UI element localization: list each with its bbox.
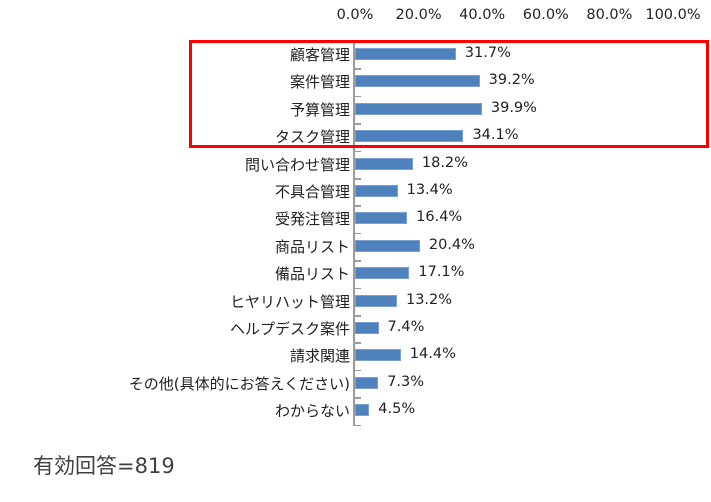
value-label: 16.4% xyxy=(416,209,463,226)
value-label: 20.4% xyxy=(428,236,475,253)
axis-tick-mark xyxy=(355,315,361,317)
bar xyxy=(355,376,379,389)
axis-tick-mark xyxy=(355,205,361,207)
value-label: 13.2% xyxy=(405,291,453,308)
value-label: 17.1% xyxy=(418,264,465,281)
bar-row: 不具合管理 13.4% xyxy=(0,179,711,206)
axis-tick-mark xyxy=(355,150,361,153)
bar xyxy=(355,349,401,362)
axis-tick-mark xyxy=(355,424,361,427)
bar xyxy=(355,48,456,60)
axis-tick-mark xyxy=(355,123,361,125)
bar-row: その他(具体的にお答えください) 7.3% xyxy=(0,371,711,398)
bar xyxy=(355,239,420,252)
category-label: わからない xyxy=(274,402,350,421)
bar xyxy=(355,404,370,417)
category-label: 商品リスト xyxy=(274,237,350,256)
value-label: 7.3% xyxy=(387,373,425,390)
bar-row: ヘルプデスク案件 7.4% xyxy=(0,316,711,343)
category-label: ヘルプデスク案件 xyxy=(229,320,350,338)
bar xyxy=(355,102,482,115)
bar xyxy=(355,267,410,280)
y-axis-line xyxy=(353,40,355,426)
bar xyxy=(355,294,397,307)
axis-tick-mark xyxy=(355,232,361,235)
bar-row: 顧客管理 31.7% xyxy=(0,42,711,69)
bar xyxy=(355,212,408,225)
category-label: ヒヤリハット管理 xyxy=(229,292,350,311)
bar-row: 問い合わせ管理 18.2% xyxy=(0,152,711,179)
bar-row: 備品リスト 17.1% xyxy=(0,261,711,288)
value-label: 7.4% xyxy=(387,319,425,335)
x-tick-label: 80.0% xyxy=(586,7,633,23)
bar xyxy=(355,75,480,88)
x-tick-label: 20.0% xyxy=(395,7,442,23)
bar-row: ヒヤリハット管理 13.2% xyxy=(0,289,711,316)
x-tick-label: 40.0% xyxy=(459,7,506,23)
value-label: 14.4% xyxy=(409,346,456,363)
sample-size-note: 有効回答=819 xyxy=(33,454,175,478)
bar-row: タスク管理 34.1% xyxy=(0,124,711,151)
value-label: 39.2% xyxy=(488,72,535,89)
value-label: 13.4% xyxy=(406,182,453,198)
value-label: 18.2% xyxy=(421,154,468,171)
category-label: 備品リスト xyxy=(274,265,350,284)
category-label: 不具合管理 xyxy=(274,183,350,201)
highlight-box xyxy=(189,40,709,148)
value-label: 34.1% xyxy=(472,127,519,144)
bar xyxy=(355,185,398,197)
category-label: 予算管理 xyxy=(289,100,350,119)
bar xyxy=(355,157,413,170)
bar-row: 案件管理 39.2% xyxy=(0,69,711,96)
bar-row: わからない 4.5% xyxy=(0,398,711,425)
bar-row: 商品リスト 20.4% xyxy=(0,234,711,261)
axis-tick-mark xyxy=(355,369,361,372)
axis-tick-mark xyxy=(355,68,361,70)
value-label: 4.5% xyxy=(378,401,416,418)
bar-row: 請求関連 14.4% xyxy=(0,343,711,370)
value-label: 39.9% xyxy=(490,99,537,116)
axis-tick-mark xyxy=(355,342,361,344)
axis-tick-mark xyxy=(355,95,361,98)
axis-tick-mark xyxy=(355,397,361,399)
axis-tick-mark xyxy=(355,287,361,290)
bar-row: 受発注管理 16.4% xyxy=(0,206,711,233)
bar-row: 予算管理 39.9% xyxy=(0,97,711,124)
x-tick-label: 0.0% xyxy=(336,7,374,23)
bar xyxy=(355,130,464,143)
x-tick-label: 60.0% xyxy=(522,7,569,23)
axis-tick-mark xyxy=(355,260,361,262)
axis-tick-mark xyxy=(355,178,361,180)
bar xyxy=(355,322,379,334)
category-label: 請求関連 xyxy=(289,347,350,366)
category-label: 受発注管理 xyxy=(274,210,350,229)
x-tick-label: 100.0% xyxy=(645,7,701,23)
value-label: 31.7% xyxy=(464,45,511,61)
category-label: 問い合わせ管理 xyxy=(244,155,350,174)
category-label: 案件管理 xyxy=(289,73,350,92)
category-label: その他(具体的にお答えください) xyxy=(128,374,350,393)
category-label: タスク管理 xyxy=(274,128,350,147)
category-label: 顧客管理 xyxy=(289,46,350,64)
